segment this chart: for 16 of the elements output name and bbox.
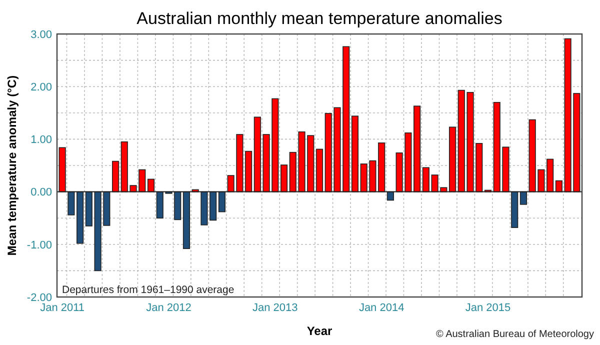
- annotation: Departures from 1961–1990 average: [62, 284, 234, 296]
- x-tick-label: Jan 2014: [358, 302, 404, 314]
- x-tick-label: Jan 2012: [146, 302, 192, 314]
- x-tick-label: Jan 2013: [252, 302, 298, 314]
- y-tick-label: -1.00: [26, 239, 52, 252]
- y-tick-label: 1.00: [30, 134, 52, 146]
- chart-title: Australian monthly mean temperature anomalies: [136, 9, 502, 28]
- y-tick-label: -2.00: [26, 292, 52, 304]
- x-tick-label: Jan 2015: [465, 302, 511, 314]
- x-tick-label: Jan 2011: [40, 302, 85, 314]
- text: © Australian Bureau of Meteorology: [436, 329, 594, 340]
- x-axis-title: Year: [306, 324, 333, 338]
- y-axis-title: Mean temperature anomaly (°C): [5, 75, 19, 256]
- y-tick-label: 3.00: [30, 28, 52, 41]
- y-tick-label: 0.00: [30, 186, 52, 199]
- y-tick-label: 2.00: [30, 81, 52, 94]
